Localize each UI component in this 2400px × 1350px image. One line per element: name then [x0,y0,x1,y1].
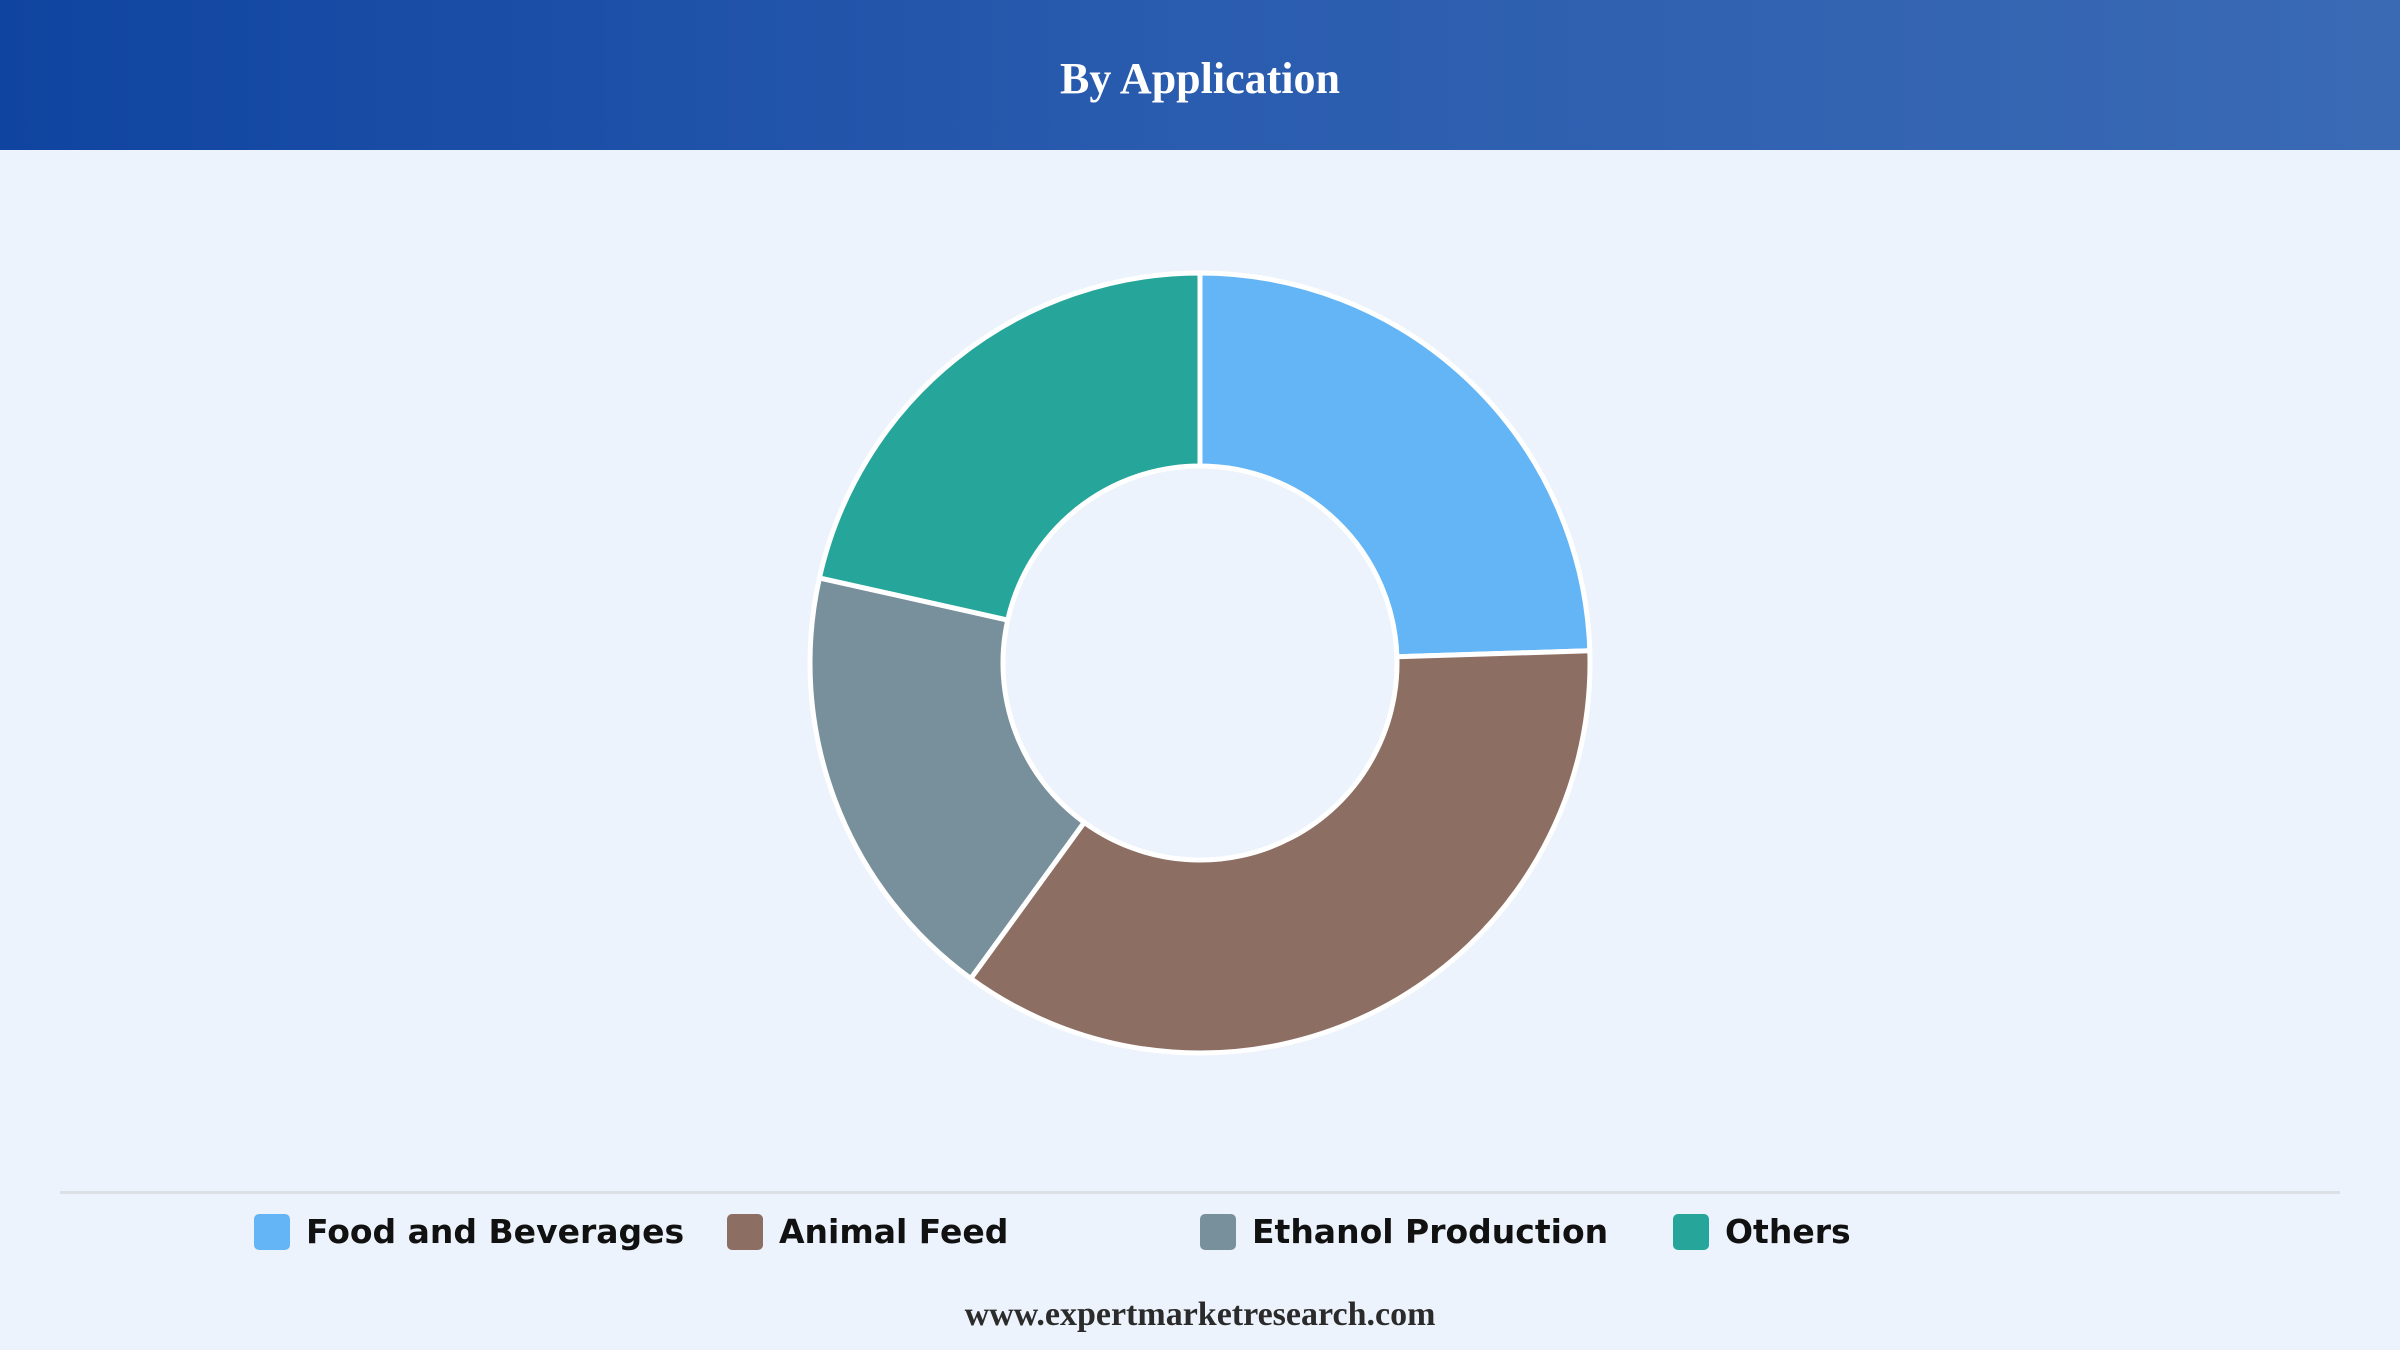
slice-animal-feed[interactable] [968,648,1593,1056]
header-banner: By Application [0,0,2400,150]
legend-item-food-and-beverages[interactable]: Food and Beverages [254,1212,684,1251]
legend-swatch-food-and-beverages [254,1213,290,1250]
slice-ethanol-production[interactable] [807,575,1087,982]
legend: Food and Beverages Animal Feed Ethanol P… [0,1200,2400,1260]
chart-area [0,150,2400,1190]
legend-swatch-ethanol-production [1200,1213,1236,1250]
legend-label-ethanol-production: Ethanol Production [1252,1212,1609,1251]
source-url: www.expertmarketresearch.com [964,1296,1436,1333]
legend-item-ethanol-production[interactable]: Ethanol Production [1200,1212,1608,1251]
legend-label-food-and-beverages: Food and Beverages [306,1212,685,1251]
donut-chart [807,270,1593,1056]
slice-food-and-beverages[interactable] [1197,270,1593,660]
legend-label-animal-feed: Animal Feed [779,1212,1009,1251]
legend-swatch-others [1673,1213,1709,1250]
legend-item-others[interactable]: Others [1673,1212,1851,1251]
legend-label-others: Others [1725,1212,1851,1251]
legend-item-animal-feed[interactable]: Animal Feed [727,1212,1008,1251]
legend-divider [60,1191,2340,1194]
chart-title: By Application [1060,53,1340,103]
slice-others[interactable] [816,270,1203,623]
legend-swatch-animal-feed [727,1213,763,1250]
